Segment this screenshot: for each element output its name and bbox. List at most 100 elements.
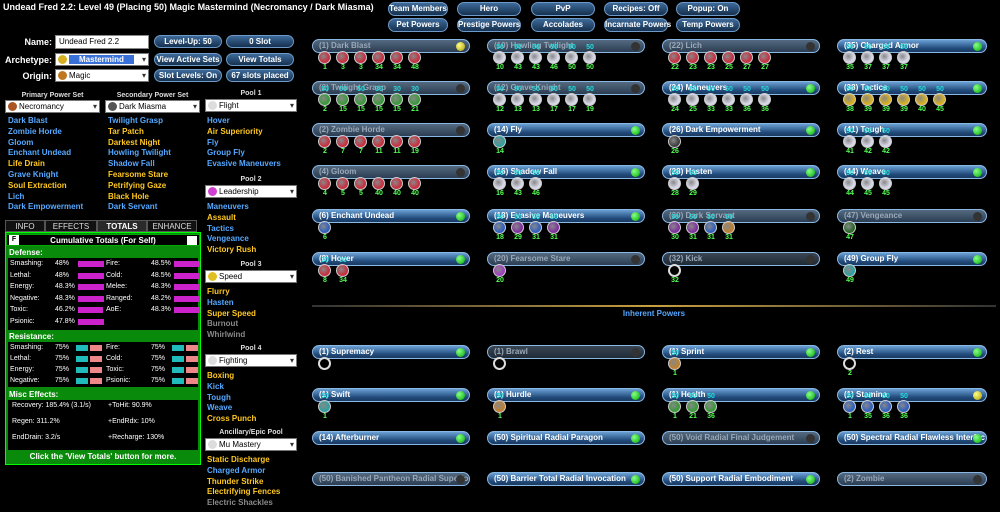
- recipes-button[interactable]: Recipes: Off: [604, 2, 668, 16]
- enhancement-icon[interactable]: [336, 93, 349, 106]
- secondary-power-item[interactable]: Twilight Grasp: [108, 116, 163, 125]
- secondary-power-item[interactable]: Tar Patch: [108, 126, 144, 136]
- enhancement-icon[interactable]: [897, 51, 910, 64]
- primary-power-item[interactable]: Life Drain: [8, 159, 45, 169]
- pool-dropdown[interactable]: Mu Mastery ▾: [205, 438, 297, 451]
- slot-status-icon[interactable]: [973, 212, 982, 221]
- pool-power-item[interactable]: Weave: [207, 403, 233, 413]
- temp-powers-button[interactable]: Temp Powers: [676, 18, 740, 32]
- power-slot[interactable]: (4) Gloom: [312, 165, 470, 179]
- enhancement-icon[interactable]: [318, 135, 331, 148]
- pool-power-item[interactable]: Kick: [207, 381, 224, 391]
- enhancement-icon[interactable]: [408, 177, 421, 190]
- enhancement-icon[interactable]: [668, 400, 681, 413]
- enhancement-icon[interactable]: [879, 51, 892, 64]
- enhancement-icon[interactable]: [915, 93, 928, 106]
- enhancement-icon[interactable]: [843, 357, 856, 370]
- slot-status-icon[interactable]: [806, 255, 815, 264]
- hero-button[interactable]: Hero: [457, 2, 521, 16]
- power-slot[interactable]: (8) Hover: [312, 252, 470, 266]
- enhancement-icon[interactable]: [843, 264, 856, 277]
- enhancement-icon[interactable]: [879, 93, 892, 106]
- tab-effects[interactable]: EFFECTS: [45, 220, 97, 232]
- pool-dropdown[interactable]: Flight ▾: [205, 99, 297, 112]
- power-slot[interactable]: (50) Support Radial Embodiment: [662, 472, 820, 486]
- enhancement-icon[interactable]: [372, 177, 385, 190]
- slot-status-icon[interactable]: [973, 434, 982, 443]
- enhancement-icon[interactable]: [493, 357, 506, 370]
- power-slot[interactable]: (32) Kick: [662, 252, 820, 266]
- power-slot[interactable]: (20) Fearsome Stare: [487, 252, 645, 266]
- slot-status-icon[interactable]: [456, 126, 465, 135]
- power-slot[interactable]: (1) Brawl: [487, 345, 645, 359]
- enhancement-icon[interactable]: [390, 135, 403, 148]
- slot-status-icon[interactable]: [973, 475, 982, 484]
- enhancement-icon[interactable]: [704, 400, 717, 413]
- enhancement-icon[interactable]: [897, 93, 910, 106]
- power-slot[interactable]: (41) Tough: [837, 123, 987, 137]
- enhancement-icon[interactable]: [758, 93, 771, 106]
- pool-dropdown[interactable]: Speed ▾: [205, 270, 297, 283]
- secondary-power-item[interactable]: Howling Twilight: [108, 148, 171, 158]
- pool-power-item[interactable]: Electrifying Fences: [207, 487, 281, 497]
- enhancement-icon[interactable]: [408, 51, 421, 64]
- slot-status-icon[interactable]: [456, 255, 465, 264]
- power-slot[interactable]: (1) Stamina: [837, 388, 987, 402]
- power-slot[interactable]: (50) Spiritual Radial Paragon: [487, 431, 645, 445]
- enhancement-icon[interactable]: [583, 51, 596, 64]
- tab-enhance[interactable]: ENHANCE: [147, 220, 197, 232]
- enhancement-icon[interactable]: [843, 400, 856, 413]
- slot-status-icon[interactable]: [806, 475, 815, 484]
- slot-status-icon[interactable]: [973, 126, 982, 135]
- enhancement-icon[interactable]: [686, 93, 699, 106]
- enhancement-icon[interactable]: [879, 135, 892, 148]
- enhancement-icon[interactable]: [372, 51, 385, 64]
- enhancement-icon[interactable]: [493, 135, 506, 148]
- enhancement-icon[interactable]: [861, 177, 874, 190]
- power-slot[interactable]: (50) Barrier Total Radial Invocation: [487, 472, 645, 486]
- slot-status-icon[interactable]: [806, 212, 815, 221]
- enhancement-icon[interactable]: [529, 221, 542, 234]
- team-members-button[interactable]: Team Members: [388, 2, 448, 16]
- slots-placed-button[interactable]: 67 slots placed: [226, 69, 294, 82]
- enhancement-icon[interactable]: [668, 51, 681, 64]
- pool-power-item[interactable]: Whirlwind: [207, 330, 246, 340]
- slot-status-icon[interactable]: [631, 475, 640, 484]
- slot-status-icon[interactable]: [456, 168, 465, 177]
- enhancement-icon[interactable]: [547, 221, 560, 234]
- primary-power-item[interactable]: Zombie Horde: [8, 126, 62, 136]
- enhancement-icon[interactable]: [722, 221, 735, 234]
- origin-dropdown[interactable]: Magic ▾: [55, 69, 149, 82]
- power-slot[interactable]: (44) Weave: [837, 165, 987, 179]
- enhancement-icon[interactable]: [493, 93, 506, 106]
- slot-status-icon[interactable]: [456, 475, 465, 484]
- enhancement-icon[interactable]: [933, 93, 946, 106]
- enhancement-icon[interactable]: [354, 135, 367, 148]
- window-icon[interactable]: [187, 236, 197, 245]
- power-slot[interactable]: (2) Rest: [837, 345, 987, 359]
- power-slot[interactable]: (47) Vengeance: [837, 209, 987, 223]
- pool-power-item[interactable]: Maneuvers: [207, 202, 249, 211]
- power-slot[interactable]: (50) Banished Pantheon Radial Superio: [312, 472, 470, 486]
- filter-button[interactable]: F: [9, 235, 19, 245]
- prestige-powers-button[interactable]: Prestige Powers: [457, 18, 521, 32]
- enhancement-icon[interactable]: [529, 51, 542, 64]
- slot-status-icon[interactable]: [631, 168, 640, 177]
- power-slot[interactable]: (14) Fly: [487, 123, 645, 137]
- enhancement-icon[interactable]: [861, 400, 874, 413]
- pool-power-item[interactable]: Static Discharge: [207, 455, 270, 464]
- power-slot[interactable]: (50) Void Radial Final Judgement: [662, 431, 820, 445]
- slot-status-icon[interactable]: [456, 212, 465, 221]
- enhancement-icon[interactable]: [390, 93, 403, 106]
- level-up-button[interactable]: Level-Up: 50: [154, 35, 222, 48]
- slot-status-icon[interactable]: [631, 255, 640, 264]
- slot-status-icon[interactable]: [973, 84, 982, 93]
- enhancement-icon[interactable]: [740, 93, 753, 106]
- power-slot[interactable]: (14) Afterburner: [312, 431, 470, 445]
- enhancement-icon[interactable]: [704, 221, 717, 234]
- pool-power-item[interactable]: Hasten: [207, 297, 234, 307]
- enhancement-icon[interactable]: [686, 51, 699, 64]
- enhancement-icon[interactable]: [318, 177, 331, 190]
- power-slot[interactable]: (1) Sprint: [662, 345, 820, 359]
- slot-status-icon[interactable]: [973, 255, 982, 264]
